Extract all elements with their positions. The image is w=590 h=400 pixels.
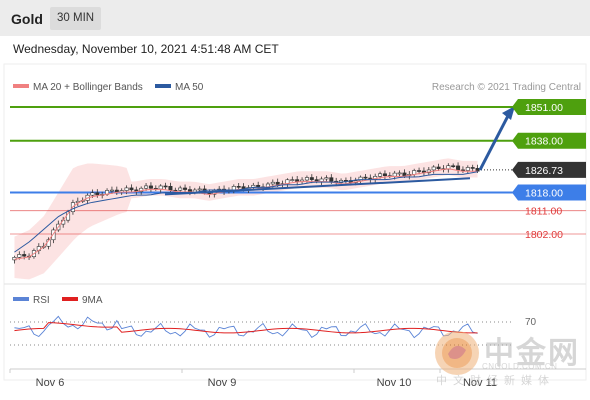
candle-body [158, 185, 163, 190]
rsi-ma-legend-label: 9MA [82, 295, 103, 306]
candle-body [456, 165, 461, 171]
level-label-support: 1802.00 [525, 229, 563, 241]
level-tag-resistance [512, 132, 586, 149]
candle-body [270, 181, 275, 185]
candle-body [324, 177, 329, 180]
watermark: 中金网 CNGOLD.COM.CN 中文财经新媒体 [432, 326, 590, 390]
level-label-last: 1826.73 [525, 165, 563, 177]
level-tag-last [512, 161, 586, 178]
x-tick-label: Nov 10 [377, 377, 412, 389]
candle-body [129, 187, 134, 191]
candle-body [304, 177, 309, 181]
candle-body [290, 179, 295, 181]
candle-body [465, 167, 470, 171]
rsi-panel: RSI 9MA 70 [4, 283, 586, 346]
candle-body [397, 172, 402, 175]
watermark-name: 中金网 [484, 336, 580, 371]
ma50-legend-label: MA 50 [175, 82, 204, 93]
candle-body [382, 173, 387, 177]
candle-body [168, 186, 173, 191]
candle-body [470, 167, 475, 169]
level-tag-pivot [512, 184, 586, 201]
watermark-url: CNGOLD.COM.CN [482, 362, 558, 371]
rsi-ma-swatch [62, 297, 78, 301]
trend-line [164, 177, 471, 196]
candle-body [148, 185, 153, 189]
candle-body [378, 173, 383, 177]
watermark-tagline: 中文财经新媒体 [436, 374, 555, 387]
candle-body [363, 176, 368, 179]
candle-body [309, 177, 314, 180]
x-tick-label: Nov 9 [208, 377, 237, 389]
forecast-arrow-line [478, 111, 512, 171]
x-tick-label: Nov 6 [36, 377, 65, 389]
ma20-swatch [13, 84, 29, 88]
candle-body [95, 192, 100, 196]
watermark-logo-icon [435, 331, 479, 375]
ma50-swatch [155, 84, 171, 88]
chart-datetime: Wednesday, November 10, 2021 4:51:48 AM … [13, 42, 279, 56]
level-tag-target [512, 99, 586, 115]
candle-body [51, 229, 56, 241]
level-label-pivot: 1818.00 [525, 188, 563, 200]
candle-body [22, 254, 27, 257]
candle-body [475, 168, 480, 172]
credit-text: Research © 2021 Trading Central [432, 82, 581, 93]
candle-body [412, 170, 417, 175]
candle-body [392, 172, 397, 177]
candle-body [358, 176, 363, 182]
level-label-support: 1811.00 [525, 206, 562, 218]
candle-body [90, 192, 95, 196]
rsi-ma-line [14, 322, 478, 334]
rsi-legend-label: RSI [33, 295, 50, 306]
level-label-target: 1851.00 [525, 102, 563, 114]
candle-body [431, 166, 436, 171]
candle-body [402, 172, 407, 177]
candle-body [451, 165, 456, 168]
candle-body [436, 166, 441, 169]
rsi-level-label: 70 [525, 317, 537, 328]
candle-body [256, 184, 261, 188]
x-axis: Nov 6 Nov 9 Nov 10 Nov 11 [9, 368, 586, 389]
candle-body [329, 177, 334, 182]
candle-body [109, 189, 114, 192]
candle-body [178, 187, 183, 191]
ma50-line [14, 171, 478, 253]
candle-body [17, 254, 22, 258]
candle-body [183, 187, 188, 190]
candle-body [236, 186, 241, 188]
candle-body [417, 170, 422, 172]
candle-body [197, 188, 202, 191]
rsi-swatch [13, 297, 29, 301]
chart-legend: MA 20 + Bollinger Bands MA 50 Research ©… [13, 82, 581, 93]
candle-body [163, 185, 168, 188]
ma-lines [14, 106, 515, 260]
candle-body [144, 185, 149, 189]
instrument-title: Gold [11, 11, 43, 27]
candle-body [139, 187, 144, 192]
level-label-resistance: 1838.00 [525, 136, 563, 148]
candle-body [275, 181, 280, 185]
candle-body [124, 187, 129, 191]
ma20-legend-label: MA 20 + Bollinger Bands [33, 82, 143, 93]
timeframe-button[interactable]: 30 MIN [50, 7, 102, 30]
forecast-arrowhead [502, 106, 515, 120]
x-tick-label: Nov 11 [463, 377, 497, 389]
level-labels: 1851.00 1838.00 1826.73 1818.00 1811.00 1802.… [512, 99, 586, 241]
